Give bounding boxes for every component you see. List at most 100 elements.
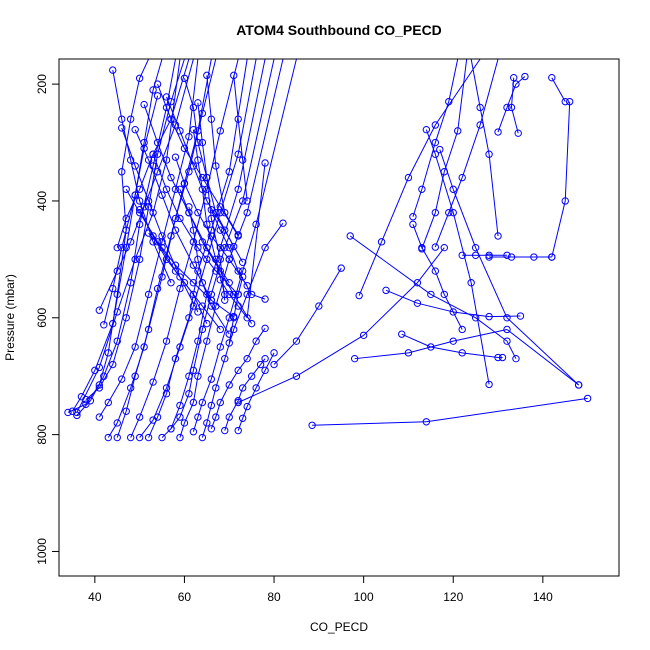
- data-point: [180, 144, 189, 153]
- data-point: [221, 426, 229, 435]
- data-point: [64, 408, 72, 417]
- data-point: [225, 381, 233, 389]
- series-segment: [510, 77, 515, 108]
- data-point: [203, 255, 211, 264]
- series-segment: [161, 428, 172, 438]
- series-segment: [201, 189, 208, 225]
- data-point: [494, 232, 502, 240]
- data-point: [149, 378, 157, 386]
- data-point: [158, 243, 166, 252]
- data-point: [212, 162, 220, 170]
- data-point: [198, 173, 207, 182]
- data-point: [510, 73, 518, 82]
- data-point: [162, 255, 171, 264]
- series-segment: [121, 346, 136, 380]
- data-point: [176, 413, 184, 421]
- profile-series: [73, 59, 181, 417]
- series-segment: [166, 288, 181, 342]
- profile-series: [230, 71, 251, 205]
- series-segment: [152, 159, 168, 213]
- x-tick-label: 100: [354, 590, 374, 604]
- series-segment: [264, 222, 284, 248]
- series-segment: [179, 393, 190, 418]
- profile-series: [507, 73, 522, 137]
- series-segment: [255, 328, 266, 342]
- data-point: [131, 162, 139, 170]
- series-segment: [434, 154, 454, 213]
- data-point: [445, 97, 453, 106]
- data-point: [144, 325, 153, 334]
- series-segment: [412, 224, 423, 248]
- data-point: [109, 284, 117, 293]
- data-point: [225, 290, 233, 299]
- series-segment: [210, 218, 221, 260]
- series-segment: [430, 346, 463, 354]
- series-segment: [121, 127, 136, 167]
- series-segment: [188, 370, 194, 394]
- data-point: [135, 206, 144, 214]
- data-point: [234, 267, 242, 275]
- data-point: [189, 103, 198, 112]
- data-point: [230, 325, 238, 334]
- series-segment: [148, 276, 163, 330]
- data-point: [503, 325, 511, 334]
- series-segment: [192, 416, 199, 432]
- series-segment: [197, 259, 203, 283]
- data-point: [261, 243, 269, 252]
- series-segment: [242, 224, 257, 272]
- series-segment: [152, 341, 167, 383]
- data-point: [445, 208, 453, 217]
- data-point: [194, 413, 202, 421]
- data-point: [471, 251, 480, 259]
- data-point: [135, 74, 144, 82]
- data-point: [238, 384, 247, 392]
- data-point: [176, 273, 184, 281]
- data-point: [221, 208, 229, 217]
- data-point: [230, 242, 238, 251]
- series-segment: [192, 129, 199, 161]
- data-point: [212, 384, 220, 392]
- data-point: [471, 243, 480, 252]
- series-segment: [107, 422, 118, 438]
- series-segment: [237, 119, 244, 161]
- data-point: [449, 337, 457, 345]
- series-segment: [363, 282, 418, 336]
- data-point: [158, 238, 166, 246]
- series-segment: [139, 206, 150, 260]
- data-point: [122, 185, 130, 193]
- series-segment: [452, 212, 472, 283]
- data-point: [512, 354, 520, 363]
- data-point: [171, 267, 180, 275]
- series-segment: [210, 209, 221, 231]
- series-segment: [206, 177, 217, 213]
- data-point: [203, 220, 211, 229]
- data-point: [176, 433, 184, 442]
- series-segment: [237, 358, 248, 371]
- series-segment: [183, 402, 194, 424]
- series-segment: [228, 317, 235, 343]
- data-point: [398, 330, 406, 338]
- series-segment: [312, 421, 427, 426]
- data-point: [261, 324, 269, 333]
- profile-series: [355, 59, 481, 300]
- series-segment: [152, 118, 172, 155]
- x-tick-label: 120: [443, 590, 463, 604]
- series-segment: [233, 75, 239, 120]
- series-segment: [210, 119, 217, 166]
- series-segment: [219, 189, 239, 248]
- data-point: [126, 384, 135, 392]
- data-point: [144, 229, 153, 237]
- data-point: [238, 273, 247, 281]
- series-segment: [246, 162, 266, 318]
- data-point: [270, 349, 278, 357]
- data-point: [207, 115, 216, 123]
- data-point: [167, 425, 175, 433]
- series-segment: [201, 282, 212, 307]
- data-point: [189, 125, 198, 134]
- data-point: [144, 156, 153, 164]
- series-segment: [206, 177, 212, 219]
- series-segment: [443, 130, 459, 172]
- plot-frame: [58, 58, 620, 577]
- series-segment: [192, 329, 203, 371]
- data-point: [167, 279, 175, 287]
